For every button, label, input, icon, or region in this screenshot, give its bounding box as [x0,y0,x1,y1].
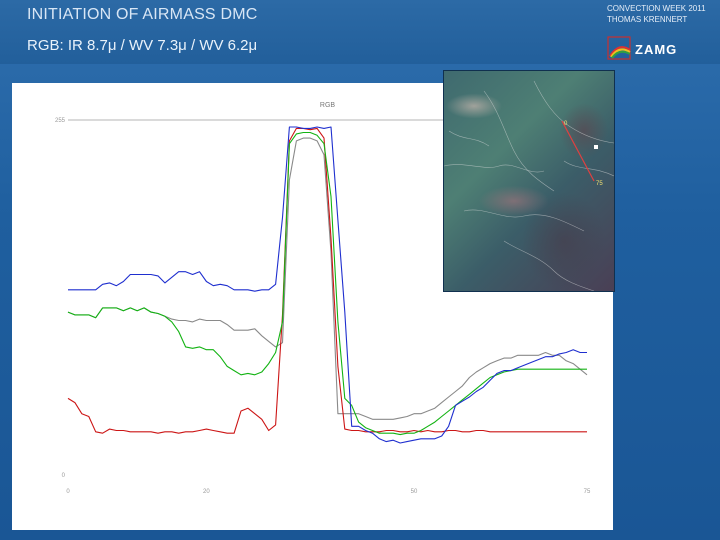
x-tick-label: 50 [411,489,418,495]
slide-title: INITIATION OF AIRMASS DMC [27,6,258,23]
y-tick-label: 255 [55,118,66,124]
zamg-logo: ZAMG [607,36,695,62]
green-series-line [67,131,587,436]
header-band [0,0,720,64]
event-info: CONVECTION WEEK 2011 THOMAS KRENNERT [607,3,706,25]
x-tick-label: 75 [584,489,591,495]
event-author: THOMAS KRENNERT [607,15,688,24]
border-line [533,80,614,144]
border-line [503,240,595,291]
logo-text: ZAMG [635,42,678,57]
border-line [463,209,585,232]
red-series-line [67,127,587,434]
chart-title: RGB [320,102,336,109]
rainbow-icon [607,36,631,60]
x-tick-label: 20 [203,489,210,495]
satellite-overlay: 0 75 [444,80,614,291]
satellite-image: 0 75 [443,70,615,292]
rgb-line-chart: RGB 0 255 0 20 50 75 [55,102,591,495]
cross-section-marker [594,145,598,149]
x-tick-label: 0 [66,489,70,495]
cross-section-start-label: 0 [564,121,568,127]
border-line [483,90,555,192]
coastline [444,164,545,173]
border-line [448,130,490,147]
event-title: CONVECTION WEEK 2011 [607,4,706,13]
y-tick-label: 0 [62,473,66,479]
cross-section-line [561,120,595,182]
cross-section-end-label: 75 [596,181,603,187]
border-line [563,160,614,177]
slide-subtitle: RGB: IR 8.7μ / WV 7.3μ / WV 6.2μ [27,37,258,54]
blue-series-line [68,126,587,444]
